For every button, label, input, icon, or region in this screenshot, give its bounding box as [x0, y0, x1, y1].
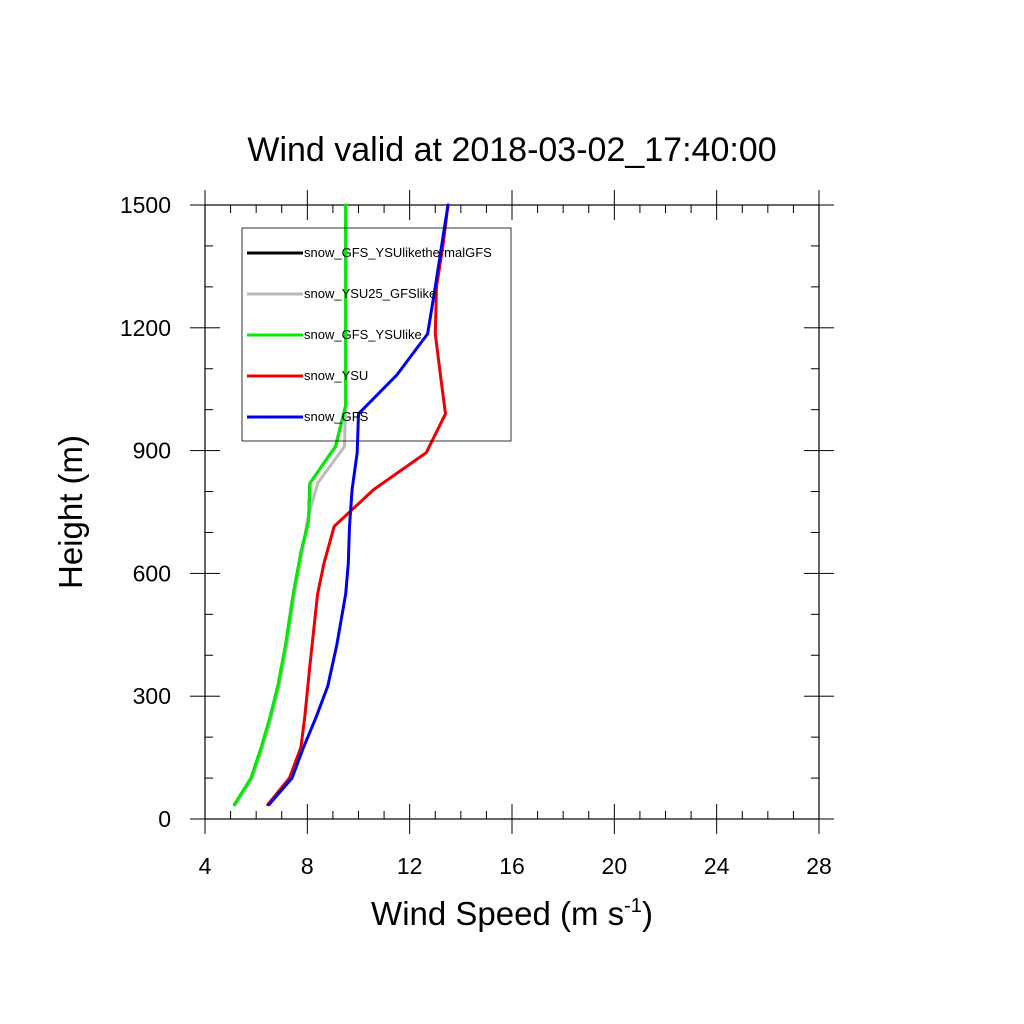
x-axis-label: Wind Speed (m s-1): [371, 895, 653, 932]
axis-ticks: 4 8 12 16 20 24 28 0 300 600 900 1200 1500: [120, 190, 834, 879]
x-axis-label-end: ): [642, 895, 653, 932]
x-tick-label: 12: [397, 853, 423, 879]
x-tick-label: 16: [499, 853, 525, 879]
x-tick-label: 4: [199, 853, 212, 879]
legend: snow_GFS_YSUlikethermalGFS snow_YSU25_GFS…: [241, 227, 512, 442]
x-tick-label: 24: [704, 853, 730, 879]
legend-label: snow_GFS_YSUlikethermalGFS: [304, 245, 492, 260]
x-tick-label: 20: [602, 853, 628, 879]
chart-title: Wind valid at 2018-03-02_17:40:00: [247, 131, 776, 169]
series-line-snow_GFS: [267, 203, 450, 807]
legend-label: snow_YSU: [304, 368, 368, 383]
legend-box: [241, 227, 512, 442]
x-tick-label: 8: [301, 853, 314, 879]
data-series: [232, 203, 450, 807]
series-line-snow_YSU: [266, 203, 450, 807]
y-tick-label: 900: [133, 438, 171, 464]
y-axis-label: Height (m): [52, 435, 89, 589]
legend-label: snow_YSU25_GFSlike: [304, 286, 436, 301]
y-tick-label: 1200: [120, 315, 171, 341]
legend-label: snow_GFS_YSUlike: [304, 327, 422, 342]
x-axis-label-main: Wind Speed (m s: [371, 895, 624, 932]
plot-border: [204, 204, 820, 820]
y-tick-label: 600: [133, 560, 171, 586]
x-axis-label-superscript: -1: [624, 895, 642, 917]
series-line-snow_GFS_YSUlike: [232, 203, 348, 807]
legend-label: snow_GFS: [304, 409, 369, 424]
y-tick-label: 300: [133, 683, 171, 709]
y-tick-label: 0: [158, 806, 171, 832]
y-tick-label: 1500: [120, 192, 171, 218]
x-tick-label: 28: [806, 853, 832, 879]
plot-frame: [204, 204, 820, 820]
